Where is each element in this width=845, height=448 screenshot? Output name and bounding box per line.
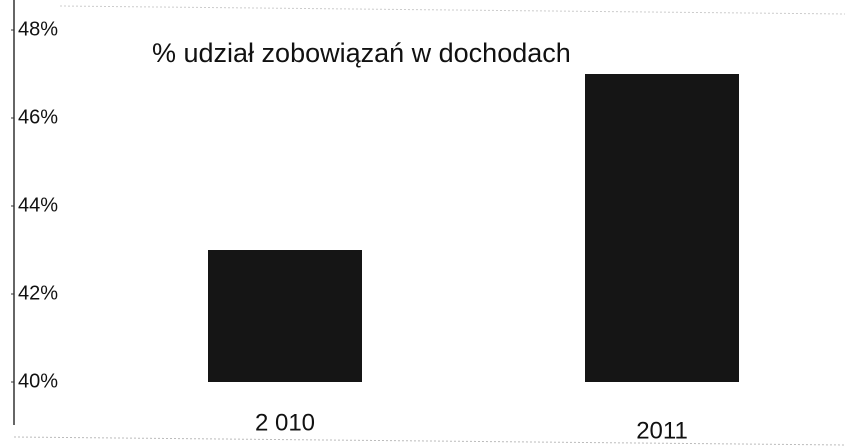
y-tick-label: 44% xyxy=(18,194,58,216)
y-tick-label: 46% xyxy=(18,106,58,128)
frame-line xyxy=(13,436,845,446)
x-tick-label: 2 010 xyxy=(255,409,315,436)
y-tick-label: 48% xyxy=(18,18,58,40)
bar xyxy=(208,250,362,382)
x-tick-label: 2011 xyxy=(636,417,688,444)
chart-title: % udział zobowiązań w dochodach xyxy=(152,38,571,68)
frame-line xyxy=(59,5,845,15)
y-tick-label: 40% xyxy=(18,370,58,392)
y-tick-label: 42% xyxy=(18,282,58,304)
bar xyxy=(585,74,739,382)
